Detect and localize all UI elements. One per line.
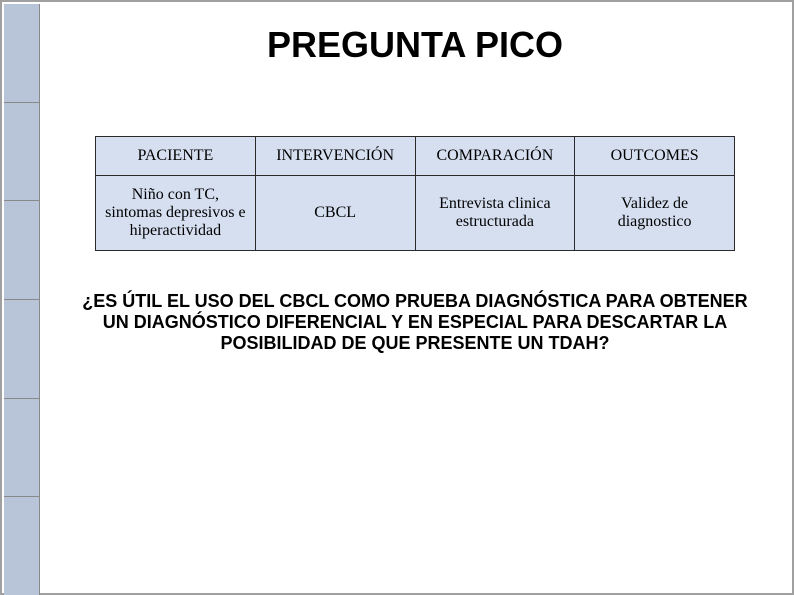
sidebar-segment <box>4 497 40 595</box>
table-header-row: PACIENTE INTERVENCIÓN COMPARACIÓN OUTCOM… <box>96 137 735 176</box>
col-paciente-header: PACIENTE <box>96 137 256 176</box>
sidebar-segment <box>4 399 40 498</box>
col-comparacion-header: COMPARACIÓN <box>415 137 575 176</box>
cell-paciente: Niño con TC, sintomas depresivos e hiper… <box>96 176 256 251</box>
sidebar-segment <box>4 300 40 399</box>
slide-content: PREGUNTA PICO PACIENTE INTERVENCIÓN COMP… <box>40 4 790 591</box>
sidebar-segment <box>4 4 40 103</box>
sidebar-segment <box>4 201 40 300</box>
slide-frame: PREGUNTA PICO PACIENTE INTERVENCIÓN COMP… <box>0 0 794 595</box>
col-intervencion-header: INTERVENCIÓN <box>255 137 415 176</box>
cell-comparacion: Entrevista clinica estructurada <box>415 176 575 251</box>
slide-title: PREGUNTA PICO <box>40 24 790 66</box>
pico-table: PACIENTE INTERVENCIÓN COMPARACIÓN OUTCOM… <box>95 136 735 251</box>
left-sidebar-decoration <box>4 4 40 595</box>
cell-outcomes: Validez de diagnostico <box>575 176 735 251</box>
cell-intervencion: CBCL <box>255 176 415 251</box>
col-outcomes-header: OUTCOMES <box>575 137 735 176</box>
table-row: Niño con TC, sintomas depresivos e hiper… <box>96 176 735 251</box>
research-question-text: ¿ES ÚTIL EL USO DEL CBCL COMO PRUEBA DIA… <box>72 291 758 354</box>
sidebar-segment <box>4 103 40 202</box>
